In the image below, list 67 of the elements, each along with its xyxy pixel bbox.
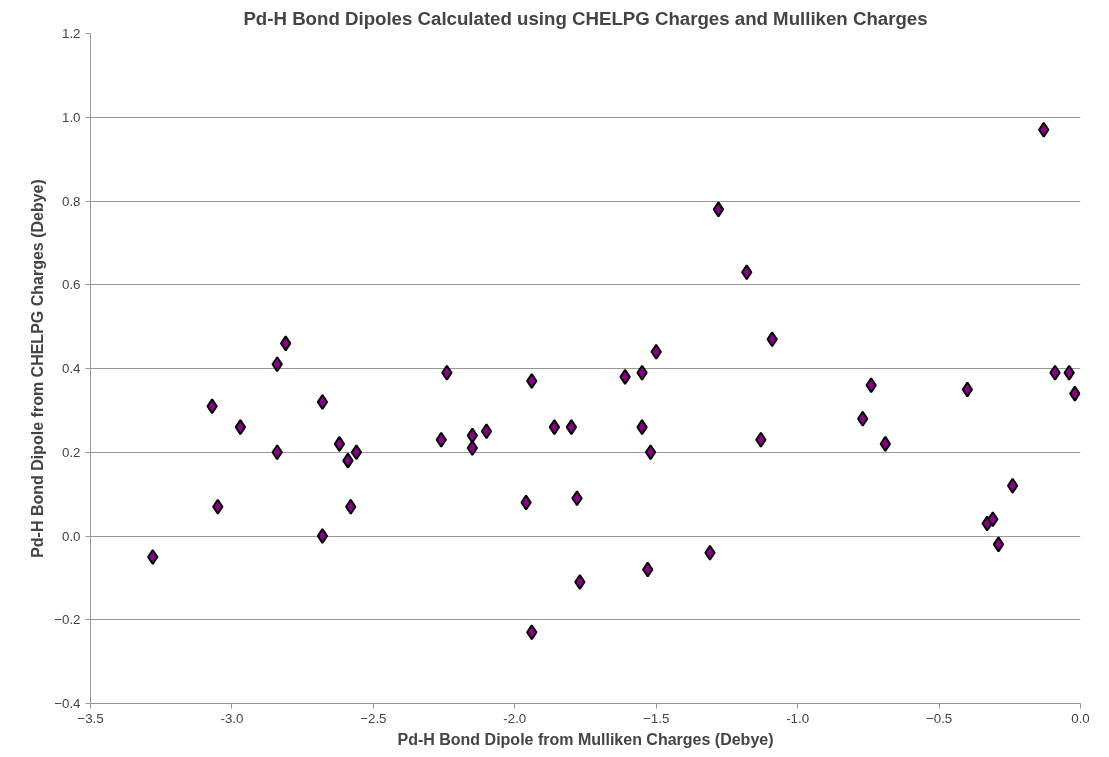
point [212,498,224,515]
point [879,435,891,452]
point [619,368,631,385]
y-tick-label: 0.2 [61,444,81,460]
point [316,394,329,410]
x-tick-label: −2.5 [360,710,387,726]
point [520,494,532,511]
point [636,419,648,436]
point [435,431,447,448]
point [992,536,1005,553]
point [961,381,974,398]
point [644,444,657,461]
point [271,444,283,461]
point [565,419,578,436]
point [350,444,363,461]
point [342,452,354,469]
point [987,511,999,528]
x-tick-label: −3.5 [77,710,104,726]
point [271,356,283,373]
y-tick-label: 0.6 [61,277,81,293]
point [466,427,479,444]
y-tick-label: −0.2 [54,612,81,628]
point [642,561,654,578]
point [466,440,479,457]
x-tick-label: −0.5 [925,710,953,726]
point [755,431,767,448]
y-tick-label: 0.0 [61,528,81,544]
point [574,574,586,591]
point [650,343,662,360]
x-axis-title: Pd-H Bond Dipole from Mulliken Charges (Debye) [397,730,774,748]
x-tick-label: -2.0 [503,710,527,726]
point [1069,385,1081,402]
point [234,419,247,436]
x-tick-label: -3.0 [220,710,244,726]
x-tick-label: 0.0 [1071,710,1090,726]
y-axis-title: Pd-H Bond Dipole from CHELPG Charges (Debye) [29,179,47,558]
x-tick-label: −1.5 [643,710,670,726]
point [206,398,218,415]
point [857,410,869,427]
point [1063,364,1075,381]
y-tick-label: 1.2 [61,26,81,41]
point [333,435,346,452]
point [147,548,159,565]
x-tick-label: -1.0 [786,710,810,726]
point [766,331,778,348]
point [741,264,753,281]
chart-title: Pd-H Bond Dipoles Calculated using CHELPG Charges and Mulliken Charges [243,7,928,29]
point [1006,477,1019,494]
point [280,335,292,352]
point [441,364,453,381]
point [345,498,357,515]
point [548,419,561,436]
point [865,377,877,394]
point [712,201,725,218]
point [480,423,493,440]
point [316,528,329,544]
point [571,490,583,507]
y-tick-label: 0.8 [61,193,81,209]
y-tick-label: −0.4 [54,696,82,711]
point [526,373,538,390]
point [1049,364,1061,381]
point [1038,121,1050,138]
point [636,364,648,381]
point [704,544,716,561]
y-tick-label: 0.4 [61,361,82,376]
y-tick-label: 1.0 [61,109,81,125]
point [526,624,538,641]
